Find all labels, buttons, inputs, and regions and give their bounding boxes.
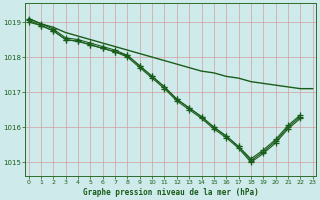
X-axis label: Graphe pression niveau de la mer (hPa): Graphe pression niveau de la mer (hPa) xyxy=(83,188,259,197)
